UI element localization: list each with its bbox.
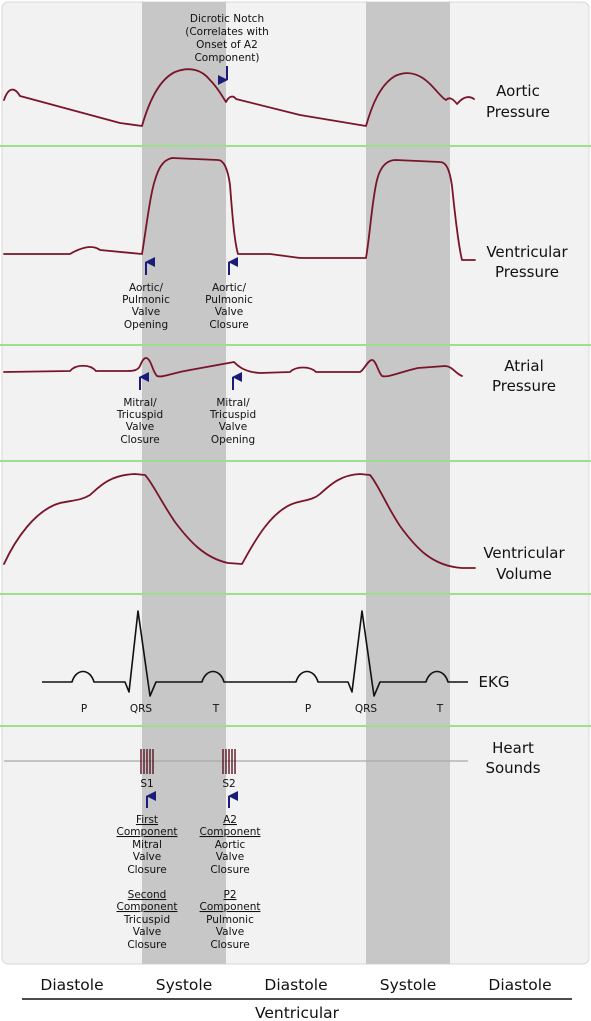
s2-second-line-1: Pulmonic	[206, 914, 254, 926]
mv-closure-line-4: Closure	[120, 434, 159, 446]
dicrotic-line-4: Component)	[194, 52, 259, 64]
av-closure-line-1: Aortic/	[212, 282, 247, 294]
dicrotic-notch-annotation: Dicrotic Notch (Correlates with Onset of…	[185, 13, 269, 85]
ekg-wave-t-2: T	[436, 703, 444, 715]
mv-closure-line-3: Valve	[126, 421, 154, 433]
atrial-label-1: Atrial	[504, 357, 544, 375]
heart-sounds-label-1: Heart	[492, 739, 534, 757]
s1-sound-marks	[140, 749, 154, 774]
phase-diastole-1: Diastole	[40, 976, 103, 994]
s1-first-component: First Component Mitral Valve Closure	[117, 814, 178, 876]
ekg-label: EKG	[479, 673, 510, 691]
s2-sound-marks	[222, 749, 236, 774]
mv-closure-annotation: Mitral/ Tricuspid Valve Closure	[116, 372, 163, 446]
av-closure-annotation: Aortic/ Pulmonic Valve Closure	[205, 257, 253, 331]
s2-first-component: A2 Component Aortic Valve Closure	[200, 814, 261, 876]
s1-second-line-2: Valve	[133, 926, 161, 938]
mv-closure-line-2: Tricuspid	[116, 409, 163, 421]
s2-second-component: P2 Component Pulmonic Valve Closure	[200, 889, 261, 951]
ventricular-pressure-curve	[3, 157, 476, 261]
s2-first-title: A2	[223, 814, 237, 826]
s2-first-line-2: Valve	[216, 851, 244, 863]
dicrotic-line-2: (Correlates with	[185, 26, 269, 38]
ekg-trace	[42, 610, 468, 697]
mv-opening-line-4: Opening	[211, 434, 255, 446]
s2-second-line-3: Closure	[210, 939, 249, 951]
s2-first-line-3: Closure	[210, 864, 249, 876]
s2-second-line-2: Valve	[216, 926, 244, 938]
av-closure-line-2: Pulmonic	[205, 294, 253, 306]
s2-first-line-1: Aortic	[215, 839, 246, 851]
aortic-label-2: Pressure	[486, 103, 550, 121]
s1-second-title: Second	[128, 889, 167, 901]
s2-first-title2: Component	[200, 826, 261, 838]
s1-second-line-3: Closure	[127, 939, 166, 951]
phase-systole-1: Systole	[156, 976, 213, 994]
panel-separators	[0, 145, 591, 727]
heart-sounds-label-2: Sounds	[485, 759, 540, 777]
s1-first-line-3: Closure	[127, 864, 166, 876]
systole-band-1	[142, 2, 226, 964]
footer-label: Ventricular	[255, 1004, 340, 1021]
av-opening-line-3: Valve	[132, 306, 160, 318]
aortic-label-1: Aortic	[496, 82, 540, 100]
av-opening-line-2: Pulmonic	[122, 294, 170, 306]
s1-second-component: Second Component Tricuspid Valve Closure	[117, 889, 178, 951]
ekg-wave-qrs-1: QRS	[130, 703, 153, 715]
atrial-pressure-curve	[3, 357, 463, 378]
dicrotic-line-1: Dicrotic Notch	[190, 13, 264, 25]
mv-opening-line-1: Mitral/	[216, 397, 250, 409]
ekg-wave-qrs-2: QRS	[355, 703, 378, 715]
atrial-label-2: Pressure	[492, 377, 556, 395]
ventricular-pressure-label-2: Pressure	[495, 263, 559, 281]
s1-first-line-2: Valve	[133, 851, 161, 863]
s2-second-title: P2	[223, 889, 236, 901]
ekg-wave-p-2: P	[305, 703, 311, 715]
dicrotic-line-3: Onset of A2	[196, 39, 258, 51]
ekg-wave-p-1: P	[81, 703, 87, 715]
mv-closure-line-1: Mitral/	[123, 397, 157, 409]
ekg-wave-t-1: T	[212, 703, 220, 715]
phase-labels: Diastole Systole Diastole Systole Diasto…	[40, 976, 551, 994]
s2-second-title2: Component	[200, 901, 261, 913]
ventricular-volume-curve	[3, 473, 476, 569]
phase-systole-2: Systole	[380, 976, 437, 994]
ekg-wave-labels: P QRS T P QRS T	[81, 703, 444, 715]
av-opening-annotation: Aortic/ Pulmonic Valve Opening	[122, 257, 170, 331]
s1-first-title: First	[136, 814, 158, 826]
mv-opening-line-3: Valve	[219, 421, 247, 433]
mv-opening-annotation: Mitral/ Tricuspid Valve Opening	[209, 372, 256, 446]
mv-opening-line-2: Tricuspid	[209, 409, 256, 421]
s1-second-title2: Component	[117, 901, 178, 913]
ventricular-volume-label-2: Volume	[496, 565, 552, 583]
phase-diastole-3: Diastole	[488, 976, 551, 994]
phase-diastole-2: Diastole	[264, 976, 327, 994]
aortic-pressure-curve	[3, 68, 475, 127]
s1-label: S1	[140, 778, 153, 790]
av-opening-line-1: Aortic/	[129, 282, 164, 294]
s1-first-line-1: Mitral	[132, 839, 162, 851]
ventricular-pressure-label-1: Ventricular	[486, 243, 568, 261]
av-closure-line-3: Valve	[215, 306, 243, 318]
ventricular-volume-label-1: Ventricular	[483, 544, 565, 562]
av-closure-line-4: Closure	[209, 319, 248, 331]
s1-first-title2: Component	[117, 826, 178, 838]
av-opening-line-4: Opening	[124, 319, 168, 331]
s2-label: S2	[222, 778, 235, 790]
s1-second-line-1: Tricuspid	[123, 914, 170, 926]
